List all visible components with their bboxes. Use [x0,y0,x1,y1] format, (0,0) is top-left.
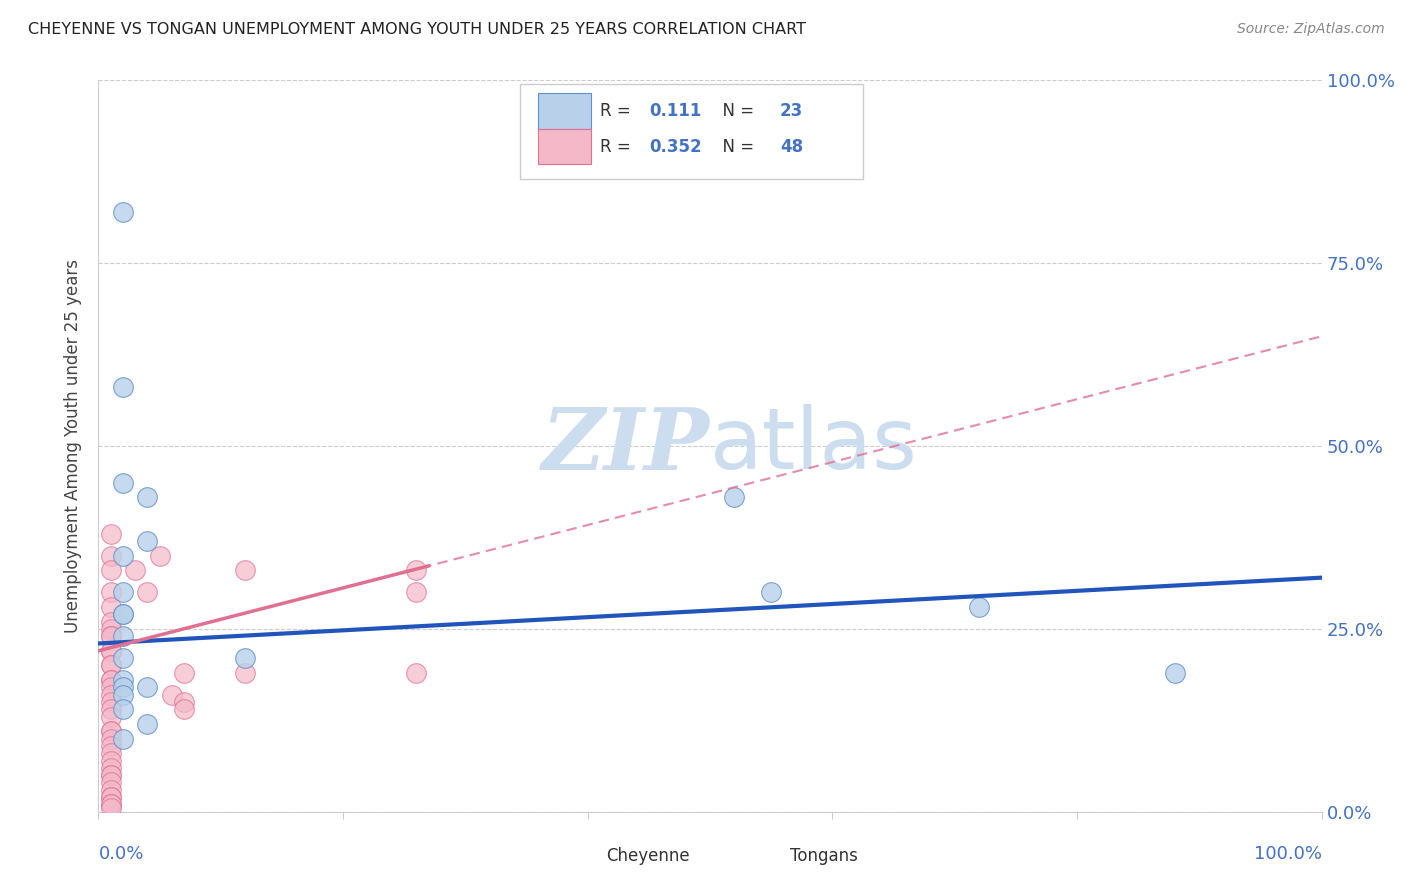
Text: 0.111: 0.111 [648,102,702,120]
Text: N =: N = [713,138,759,156]
Point [761,585,783,599]
Point [111,380,134,394]
Point [100,731,122,746]
Point [100,790,122,805]
Point [111,549,134,563]
Point [233,563,256,577]
Point [100,549,122,563]
Point [100,724,122,739]
Point [136,490,159,504]
Text: 0.0%: 0.0% [98,845,143,863]
Point [111,607,134,622]
FancyBboxPatch shape [537,129,592,164]
Point [233,665,256,680]
Point [100,739,122,753]
Point [100,599,122,614]
Point [405,585,427,599]
Point [100,702,122,716]
Text: N =: N = [713,102,759,120]
Point [111,651,134,665]
Point [100,754,122,768]
Point [100,768,122,782]
Point [136,717,159,731]
Text: Cheyenne: Cheyenne [606,847,690,864]
Point [173,665,195,680]
FancyBboxPatch shape [520,84,863,179]
Point [100,563,122,577]
Point [405,563,427,577]
Point [173,695,195,709]
Point [100,629,122,643]
Point [100,615,122,629]
Point [111,681,134,695]
Point [100,622,122,636]
Text: ZIP: ZIP [543,404,710,488]
Point [100,709,122,723]
Point [100,681,122,695]
Point [100,761,122,775]
Text: R =: R = [600,102,636,120]
Point [100,790,122,805]
Point [100,644,122,658]
Point [100,658,122,673]
Text: 48: 48 [780,138,803,156]
Text: Tongans: Tongans [790,847,858,864]
Point [136,681,159,695]
Point [100,782,122,797]
FancyBboxPatch shape [560,842,602,869]
Point [100,585,122,599]
Point [100,629,122,643]
Point [967,599,990,614]
Point [124,563,146,577]
Point [111,688,134,702]
Point [100,797,122,812]
Point [100,768,122,782]
Point [111,585,134,599]
Point [111,475,134,490]
Point [233,651,256,665]
FancyBboxPatch shape [537,94,592,128]
Point [1164,665,1187,680]
Point [100,688,122,702]
Text: CHEYENNE VS TONGAN UNEMPLOYMENT AMONG YOUTH UNDER 25 YEARS CORRELATION CHART: CHEYENNE VS TONGAN UNEMPLOYMENT AMONG YO… [28,22,806,37]
Text: 100.0%: 100.0% [1254,845,1322,863]
Point [111,673,134,687]
Point [100,673,122,687]
Point [136,585,159,599]
Point [100,658,122,673]
Text: Source: ZipAtlas.com: Source: ZipAtlas.com [1237,22,1385,37]
Point [111,629,134,643]
Point [100,775,122,789]
Point [405,665,427,680]
Point [100,526,122,541]
FancyBboxPatch shape [742,842,785,869]
Point [173,702,195,716]
Point [100,673,122,687]
Point [111,607,134,622]
Text: 23: 23 [780,102,803,120]
Point [100,724,122,739]
Point [111,702,134,716]
Text: 0.352: 0.352 [648,138,702,156]
Point [160,688,183,702]
Y-axis label: Unemployment Among Youth under 25 years: Unemployment Among Youth under 25 years [65,259,83,633]
Point [111,731,134,746]
Text: R =: R = [600,138,636,156]
Point [100,801,122,815]
Point [100,746,122,760]
Point [149,549,172,563]
Point [100,644,122,658]
Point [723,490,745,504]
Point [100,695,122,709]
Text: atlas: atlas [710,404,918,488]
Point [100,797,122,812]
Point [136,534,159,549]
Point [111,205,134,219]
